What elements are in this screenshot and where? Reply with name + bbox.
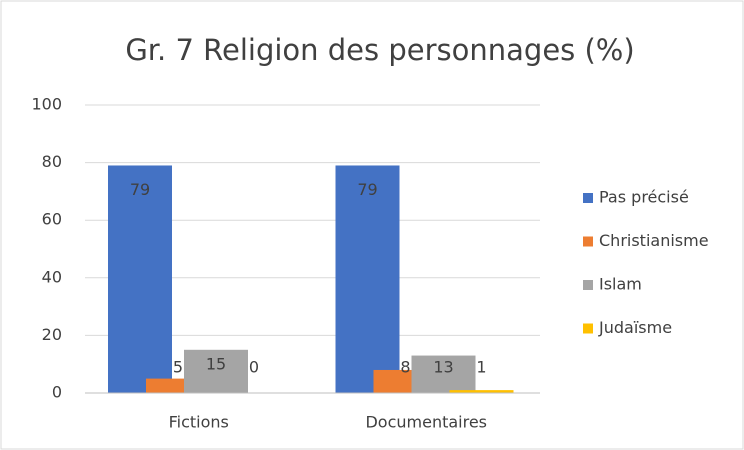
data-label: 1 — [476, 358, 486, 377]
legend-swatch — [583, 236, 593, 247]
bar — [449, 390, 514, 393]
y-tick-label: 40 — [42, 267, 62, 286]
bar — [411, 355, 476, 393]
y-tick-label: 60 — [42, 210, 62, 229]
data-label: 0 — [249, 358, 259, 377]
y-tick-label: 20 — [42, 325, 62, 344]
data-label: 13 — [433, 358, 453, 377]
data-label: 79 — [130, 180, 150, 199]
legend-swatch — [583, 323, 593, 334]
bar — [108, 165, 172, 393]
bar — [335, 165, 400, 393]
data-label: 8 — [400, 358, 410, 377]
legend-label: Christianisme — [599, 231, 709, 250]
legend-label: Pas précisé — [599, 188, 689, 207]
legend-swatch — [583, 193, 593, 203]
legend-label: Judaïsme — [598, 318, 672, 337]
y-tick-label: 80 — [42, 152, 62, 171]
x-tick-label: Documentaires — [365, 413, 487, 432]
x-tick-label: Fictions — [169, 413, 229, 432]
data-label: 5 — [173, 358, 183, 377]
bar — [184, 349, 248, 393]
y-tick-label: 100 — [31, 95, 62, 114]
data-label: 15 — [206, 354, 226, 373]
chart-title: Gr. 7 Religion des personnages (%) — [125, 33, 634, 67]
data-label: 79 — [357, 180, 377, 199]
legend-label: Islam — [599, 275, 642, 294]
y-tick-label: 0 — [52, 383, 62, 402]
legend-swatch — [583, 280, 593, 290]
